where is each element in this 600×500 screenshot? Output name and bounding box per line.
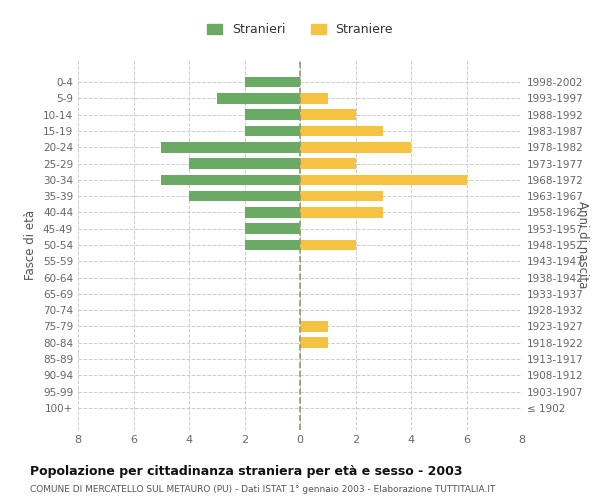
Y-axis label: Anni di nascita: Anni di nascita xyxy=(576,202,589,288)
Bar xyxy=(300,142,411,152)
Bar xyxy=(300,93,328,104)
Bar xyxy=(300,191,383,202)
Bar xyxy=(300,338,328,348)
Bar xyxy=(300,321,328,332)
Bar xyxy=(300,126,383,136)
Text: Popolazione per cittadinanza straniera per età e sesso - 2003: Popolazione per cittadinanza straniera p… xyxy=(30,465,463,478)
Bar xyxy=(245,126,300,136)
Bar xyxy=(217,93,300,104)
Legend: Stranieri, Straniere: Stranieri, Straniere xyxy=(202,18,398,41)
Text: COMUNE DI MERCATELLO SUL METAURO (PU) - Dati ISTAT 1° gennaio 2003 - Elaborazion: COMUNE DI MERCATELLO SUL METAURO (PU) - … xyxy=(30,485,496,494)
Bar xyxy=(245,77,300,88)
Bar xyxy=(245,110,300,120)
Bar xyxy=(300,110,355,120)
Bar xyxy=(300,174,467,185)
Bar xyxy=(161,142,300,152)
Bar xyxy=(245,240,300,250)
Bar xyxy=(300,240,355,250)
Bar xyxy=(245,224,300,234)
Bar xyxy=(300,207,383,218)
Bar xyxy=(189,191,300,202)
Bar xyxy=(300,158,355,169)
Y-axis label: Fasce di età: Fasce di età xyxy=(25,210,37,280)
Bar xyxy=(189,158,300,169)
Bar xyxy=(161,174,300,185)
Bar xyxy=(245,207,300,218)
